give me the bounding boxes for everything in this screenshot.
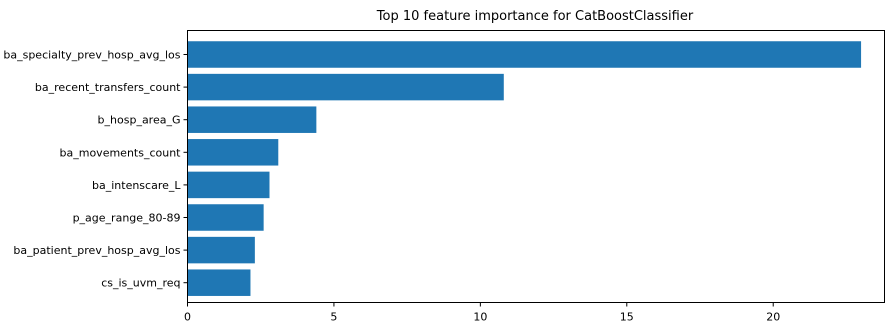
bar-cs_is_uvm_req	[187, 269, 251, 296]
bar-ba_recent_transfers_count	[187, 73, 504, 101]
bar-ba_patient_prev_hosp_avg_los	[187, 236, 255, 264]
y-tick-label: p_age_range_80-89	[73, 212, 181, 225]
x-tick-label: 20	[766, 311, 780, 324]
x-tick-label: 5	[330, 311, 337, 324]
y-tick-label: ba_recent_transfers_count	[35, 81, 181, 94]
y-axis: ba_specialty_prev_hosp_avg_los ba_recent_…	[3, 49, 188, 290]
chart-title: Top 10 feature importance for CatBoostCl…	[376, 9, 694, 24]
plot-frame	[187, 30, 885, 303]
y-tick-label: cs_is_uvm_req	[101, 277, 180, 290]
bar-ba_specialty_prev_hosp_avg_los	[187, 41, 862, 68]
x-tick-label: 0	[184, 311, 191, 324]
x-axis: 0 5 10 15 20	[184, 302, 780, 324]
x-tick-label: 15	[620, 311, 634, 324]
y-tick-label: b_hosp_area_G	[98, 114, 181, 127]
y-tick-label: ba_movements_count	[60, 146, 182, 159]
bar-ba_movements_count	[187, 139, 279, 166]
bar-ba_intenscare_L	[187, 171, 270, 199]
y-tick-label: ba_patient_prev_hosp_avg_los	[13, 244, 180, 257]
bars-layer	[187, 41, 862, 296]
x-tick-label: 10	[473, 311, 487, 324]
bar-b_hosp_area_G	[187, 106, 317, 133]
y-tick-label: ba_specialty_prev_hosp_avg_los	[3, 49, 180, 62]
bar-p_age_range_80-89	[187, 204, 264, 231]
y-tick-label: ba_intenscare_L	[92, 179, 181, 192]
